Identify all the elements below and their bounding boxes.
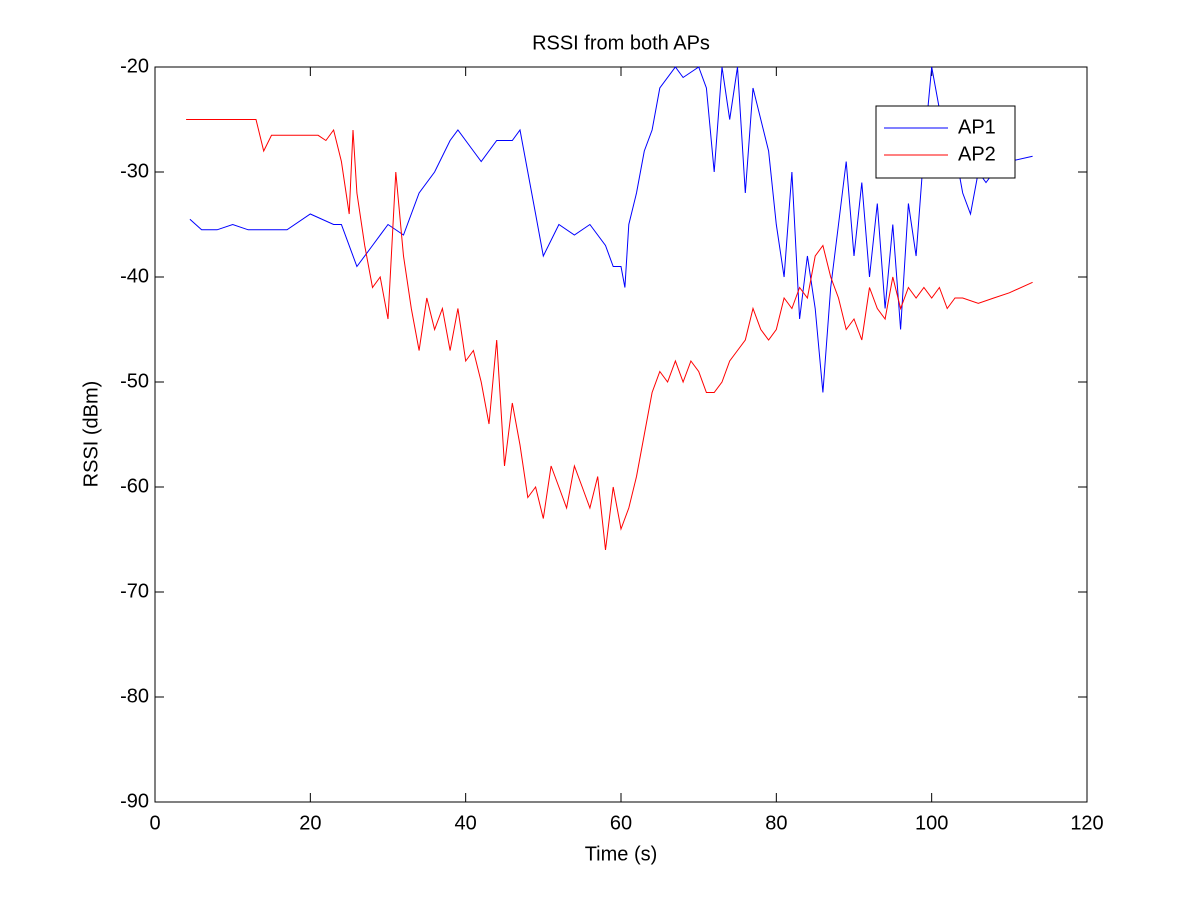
legend-label: AP1	[958, 116, 996, 138]
x-tick-label: 60	[610, 812, 632, 834]
x-tick-label: 40	[455, 812, 477, 834]
y-tick-label: -70	[120, 580, 149, 602]
y-tick-label: -20	[120, 55, 149, 77]
chart-title: RSSI from both APs	[532, 32, 710, 54]
y-tick-label: -90	[120, 790, 149, 812]
x-axis-label: Time (s)	[585, 843, 658, 865]
y-tick-label: -40	[120, 265, 149, 287]
legend-box	[875, 105, 1016, 179]
x-tick-label: 0	[149, 812, 160, 834]
y-tick-label: -50	[120, 370, 149, 392]
y-tick-label: -80	[120, 685, 149, 707]
x-tick-label: 20	[299, 812, 321, 834]
x-tick-label: 80	[765, 812, 787, 834]
series-line	[189, 66, 1033, 393]
x-tick-label: 100	[915, 812, 948, 834]
x-tick-label: 120	[1070, 812, 1103, 834]
legend-label: AP2	[958, 143, 996, 165]
y-tick-label: -30	[120, 160, 149, 182]
plot-area	[154, 66, 1088, 803]
y-axis-label: RSSI (dBm)	[80, 381, 102, 488]
y-tick-label: -60	[120, 475, 149, 497]
series-line	[186, 119, 1033, 551]
